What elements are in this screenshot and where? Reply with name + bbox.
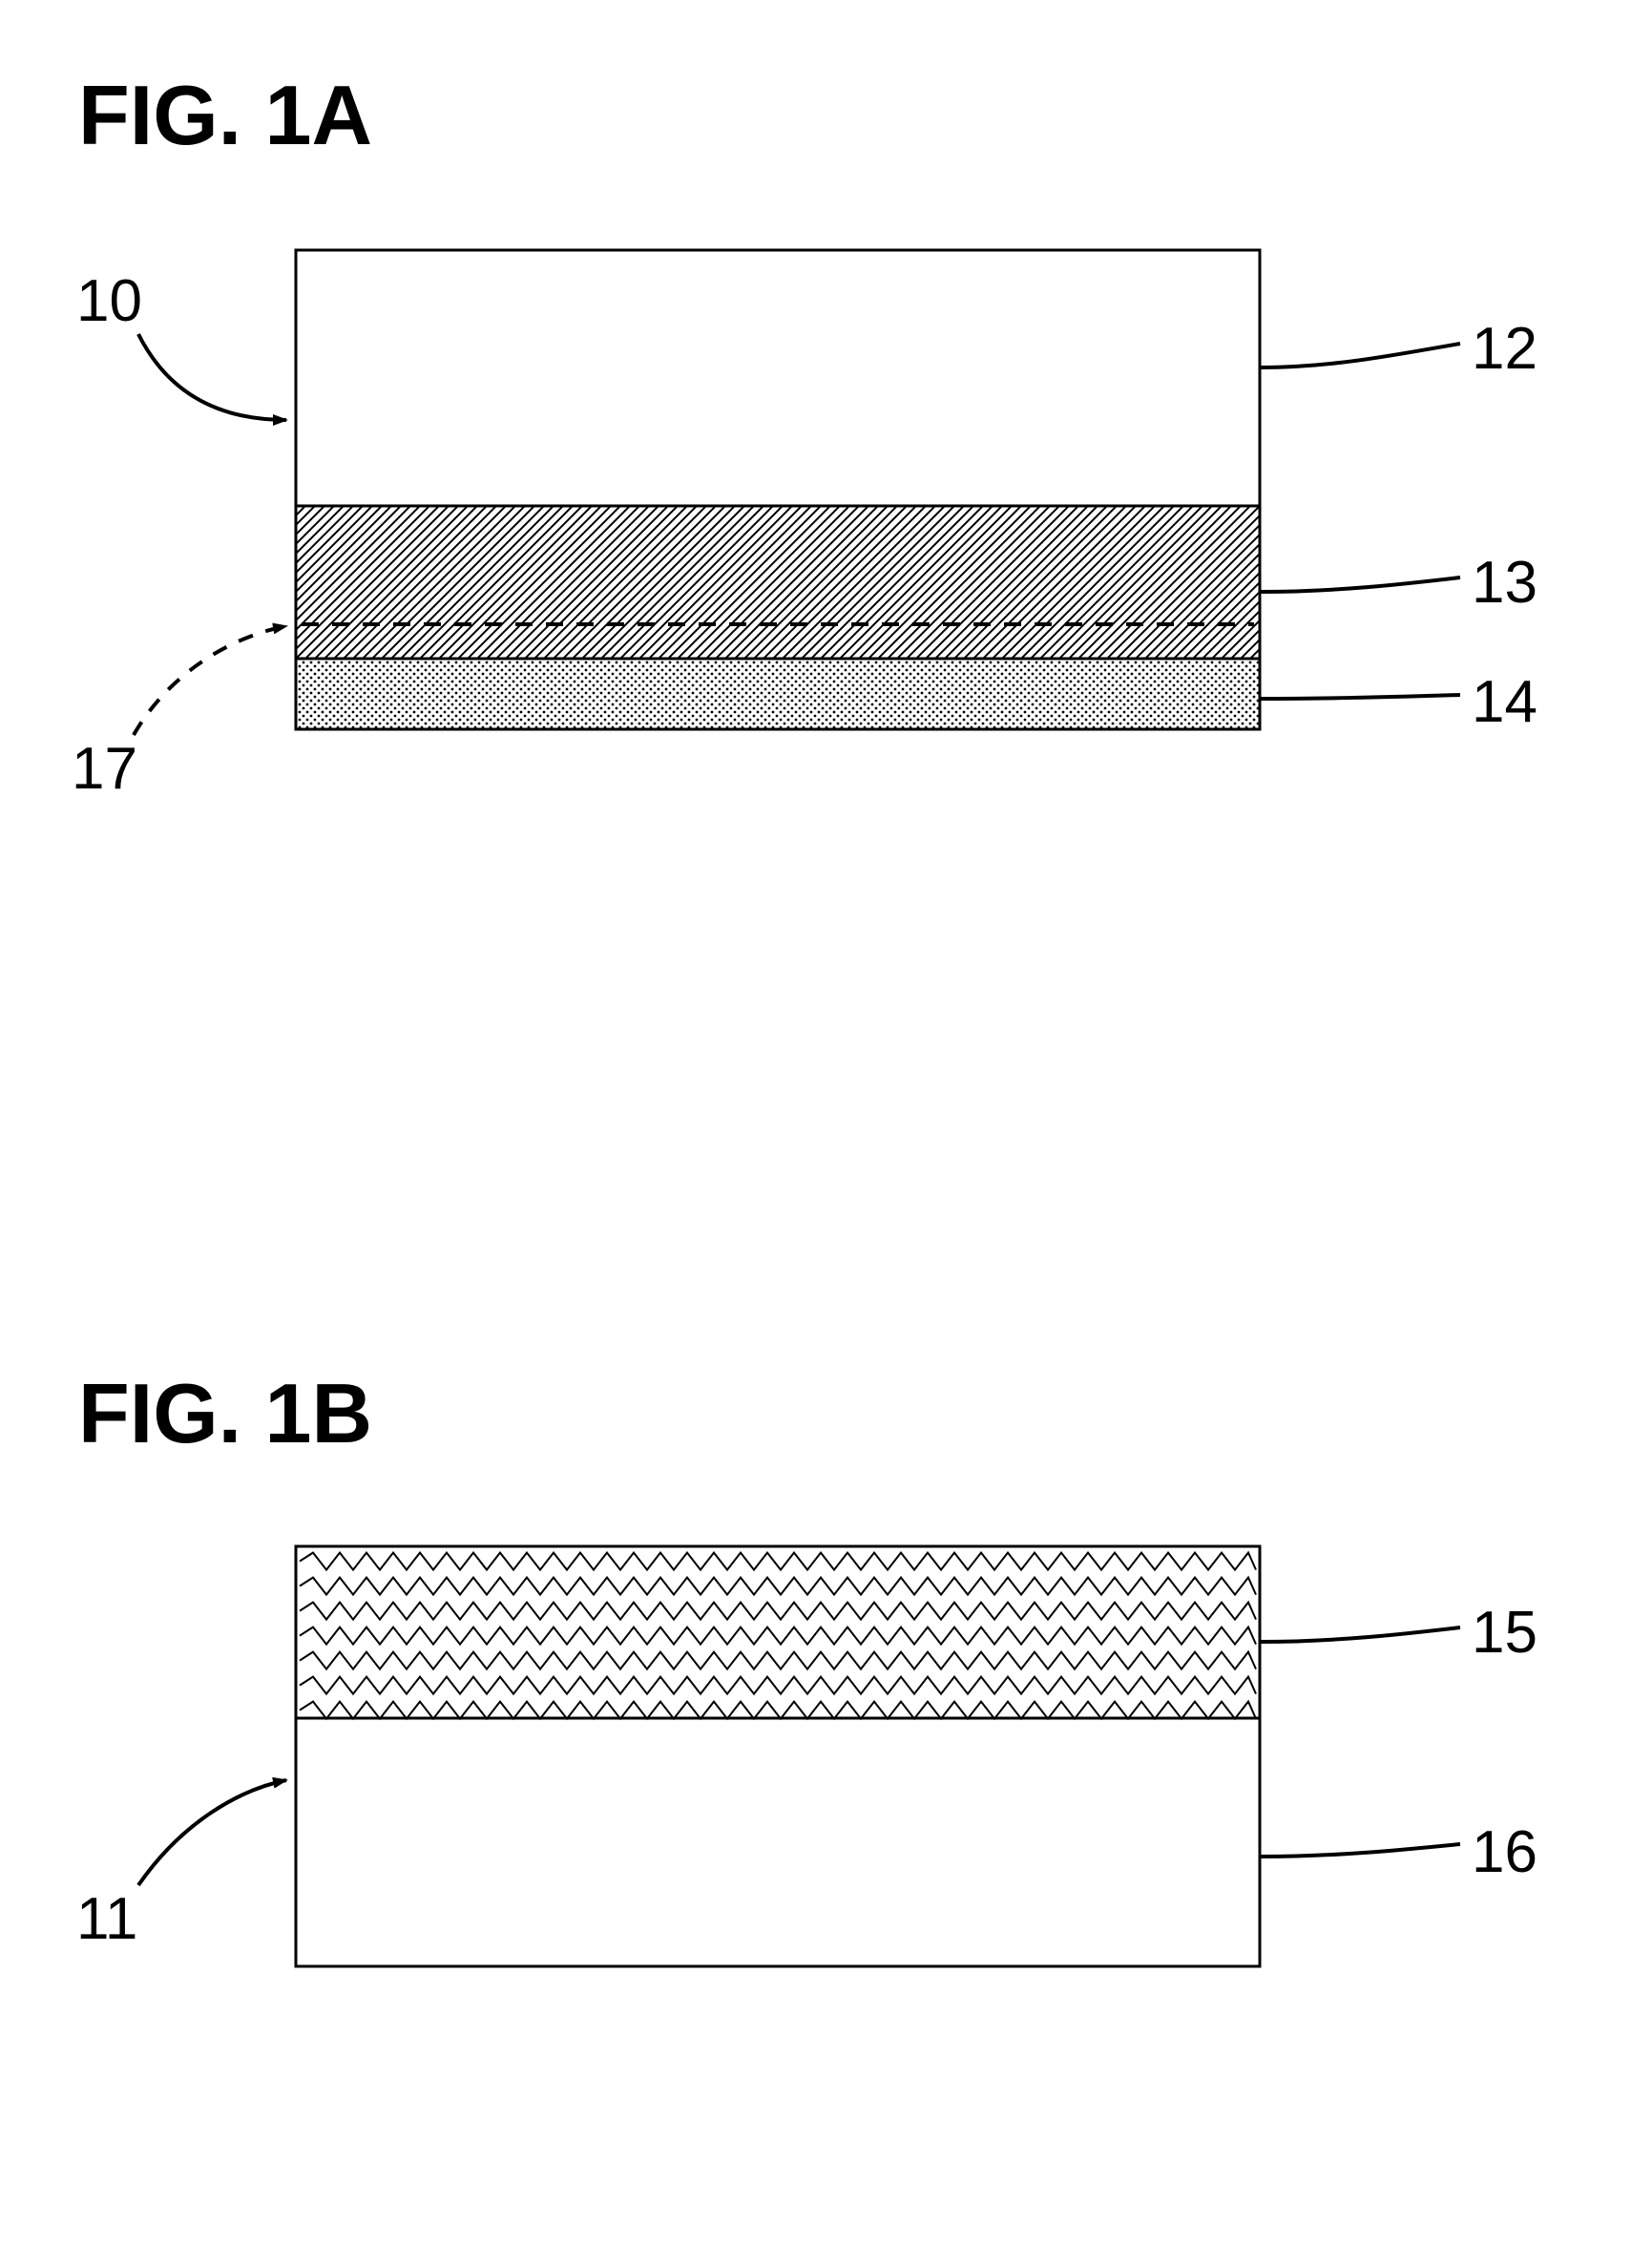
layer-14	[296, 659, 1260, 729]
leader-17	[134, 626, 286, 735]
leader-11	[138, 1780, 286, 1885]
layer-12	[296, 250, 1260, 506]
leader-15	[1260, 1627, 1460, 1642]
leader-16	[1260, 1844, 1460, 1857]
leader-12	[1260, 344, 1460, 367]
leader-10	[138, 334, 286, 420]
figure-svg	[0, 0, 1652, 2267]
layer-13	[296, 506, 1260, 659]
leader-14	[1260, 695, 1460, 699]
leader-13	[1260, 577, 1460, 592]
